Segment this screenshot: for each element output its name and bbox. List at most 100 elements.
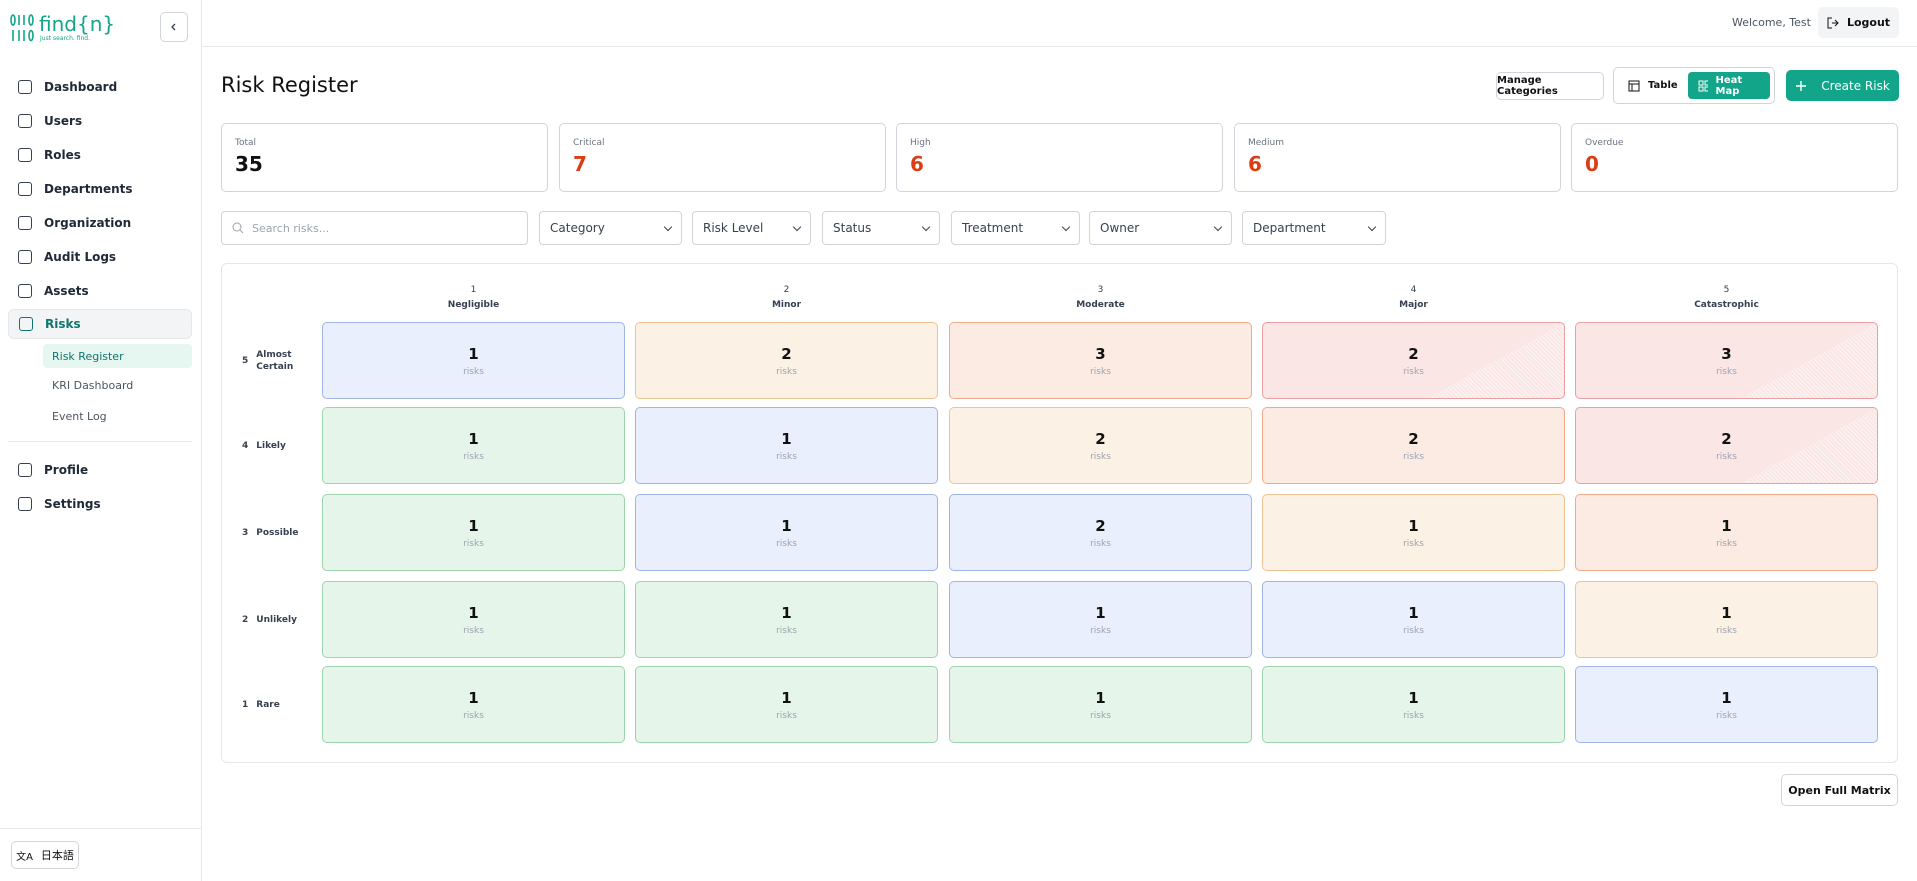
header	[202, 0, 1917, 47]
cell-count: 1	[781, 688, 792, 707]
cell-unit: risks	[1716, 625, 1737, 636]
likelihood-level: 3	[242, 527, 249, 538]
impact-header: 1 Negligible	[322, 283, 625, 313]
cell-unit: risks	[463, 710, 484, 721]
collapse-button[interactable]	[160, 12, 188, 42]
nav-item[interactable]: Roles	[8, 140, 192, 170]
stat-label: Total	[235, 138, 257, 148]
open-matrix-button[interactable]: Open Full Matrix	[1781, 774, 1898, 806]
heatmap-cell[interactable]: 1 risks	[322, 407, 625, 484]
nav-label: Roles	[44, 148, 81, 162]
heatmap-cell[interactable]: 3 risks	[949, 322, 1252, 399]
impact-header: 4 Major	[1262, 283, 1565, 313]
heatmap-cell[interactable]: 1 risks	[635, 407, 938, 484]
nav-item[interactable]: Organization	[8, 208, 192, 238]
create-risk-button[interactable]: Create Risk	[1786, 70, 1899, 101]
icon	[19, 317, 33, 331]
heatmap-cell[interactable]: 2 risks	[635, 322, 938, 399]
hatch	[1428, 323, 1564, 398]
nav-item[interactable]: Users	[8, 106, 192, 136]
filter-dropdown[interactable]: Category	[539, 211, 682, 245]
filter-dropdown[interactable]: Status	[822, 211, 940, 245]
likelihood-label: Unlikely	[256, 614, 297, 625]
heatmap-cell[interactable]: 1 risks	[949, 666, 1252, 743]
chevron	[921, 222, 931, 231]
stat-card: Total 35	[221, 123, 548, 192]
heatmap-cell[interactable]: 1 risks	[322, 322, 625, 399]
heatmap-cell[interactable]: 1 risks	[1262, 666, 1565, 743]
cell-unit: risks	[1403, 538, 1424, 549]
heatmap-cell[interactable]: 2 risks	[1262, 322, 1565, 399]
manage-categories-button[interactable]: Manage Categories	[1496, 72, 1604, 100]
nav-label: Dashboard	[44, 80, 118, 94]
heatmap-view-button[interactable]: Heat Map	[1687, 72, 1770, 99]
cell-count: 2	[1095, 516, 1106, 535]
heatmap-cell[interactable]: 1 risks	[1575, 581, 1878, 658]
heatmap-cell[interactable]: 1 risks	[1575, 494, 1878, 571]
cell-unit: risks	[1403, 625, 1424, 636]
hatch	[1741, 408, 1877, 483]
nav-item[interactable]: Settings	[8, 489, 192, 519]
search-input[interactable]: Search risks...	[221, 211, 528, 245]
icon	[18, 80, 32, 94]
filter-dropdown[interactable]: Risk Level	[692, 211, 811, 245]
impact-header: 3 Moderate	[949, 283, 1252, 313]
likelihood-level: 1	[242, 699, 249, 710]
cell-unit: risks	[463, 538, 484, 549]
heatmap-cell[interactable]: 1 risks	[1575, 666, 1878, 743]
nav-item[interactable]: Assets	[8, 276, 192, 306]
heatmap-cell[interactable]: 1 risks	[322, 581, 625, 658]
sub-nav-item[interactable]: Event Log	[52, 409, 107, 423]
language-button[interactable]: 文A 日本語	[11, 841, 79, 869]
sub-nav-item[interactable]: Risk Register	[43, 344, 192, 368]
likelihood-header: 2 Unlikely	[242, 581, 312, 658]
nav-item[interactable]: Dashboard	[8, 72, 192, 102]
cell-unit: risks	[1716, 710, 1737, 721]
heatmap-cell[interactable]: 1 risks	[635, 494, 938, 571]
heatmap-cell[interactable]: 1 risks	[1262, 494, 1565, 571]
cell-count: 1	[1408, 688, 1419, 707]
cell-count: 2	[1408, 344, 1419, 363]
stat-label: Critical	[573, 138, 605, 148]
heatmap-cell[interactable]: 1 risks	[322, 494, 625, 571]
logout-button[interactable]: Logout	[1818, 7, 1899, 38]
filter-dropdown[interactable]: Owner	[1089, 211, 1232, 245]
cell-count: 1	[1408, 603, 1419, 622]
stat-value: 6	[910, 152, 924, 176]
stat-card: High 6	[896, 123, 1223, 192]
nav-item[interactable]: Departments	[8, 174, 192, 204]
sub-nav-item[interactable]: KRI Dashboard	[52, 378, 134, 392]
filter-dropdown[interactable]: Department	[1242, 211, 1386, 245]
heatmap-cell[interactable]: 1 risks	[635, 581, 938, 658]
page-title: Risk Register	[221, 73, 358, 97]
heatmap-cell[interactable]: 1 risks	[635, 666, 938, 743]
cell-count: 1	[781, 429, 792, 448]
cell-unit: risks	[1716, 538, 1737, 549]
nav-item[interactable]: Audit Logs	[8, 242, 192, 272]
filter-dropdown[interactable]: Treatment	[951, 211, 1080, 245]
cell-count: 3	[1721, 344, 1732, 363]
impact-label: Negligible	[447, 300, 500, 310]
nav-label: Assets	[44, 284, 89, 298]
cell-unit: risks	[463, 625, 484, 636]
heatmap-cell[interactable]: 1 risks	[949, 581, 1252, 658]
heatmap-cell[interactable]: 2 risks	[1262, 407, 1565, 484]
cell-unit: risks	[1403, 451, 1424, 462]
impact-header: 5 Catastrophic	[1575, 283, 1878, 313]
heatmap-cell[interactable]: 2 risks	[1575, 407, 1878, 484]
heatmap-panel	[221, 263, 1898, 763]
cell-unit: risks	[1403, 710, 1424, 721]
heatmap-cell[interactable]: 2 risks	[949, 494, 1252, 571]
heatmap-cell[interactable]: 3 risks	[1575, 322, 1878, 399]
nav-label: Users	[44, 114, 83, 128]
likelihood-level: 5	[242, 355, 249, 366]
heatmap-cell[interactable]: 1 risks	[322, 666, 625, 743]
nav-item[interactable]: Profile	[8, 455, 192, 485]
icon	[18, 148, 32, 162]
nav-item[interactable]: Risks	[8, 309, 192, 339]
view-toggle: Table Heat Map	[1613, 67, 1775, 104]
nav-label: Risks	[45, 317, 81, 331]
heatmap-cell[interactable]: 2 risks	[949, 407, 1252, 484]
heatmap-cell[interactable]: 1 risks	[1262, 581, 1565, 658]
table-view-button[interactable]: Table	[1618, 72, 1688, 99]
